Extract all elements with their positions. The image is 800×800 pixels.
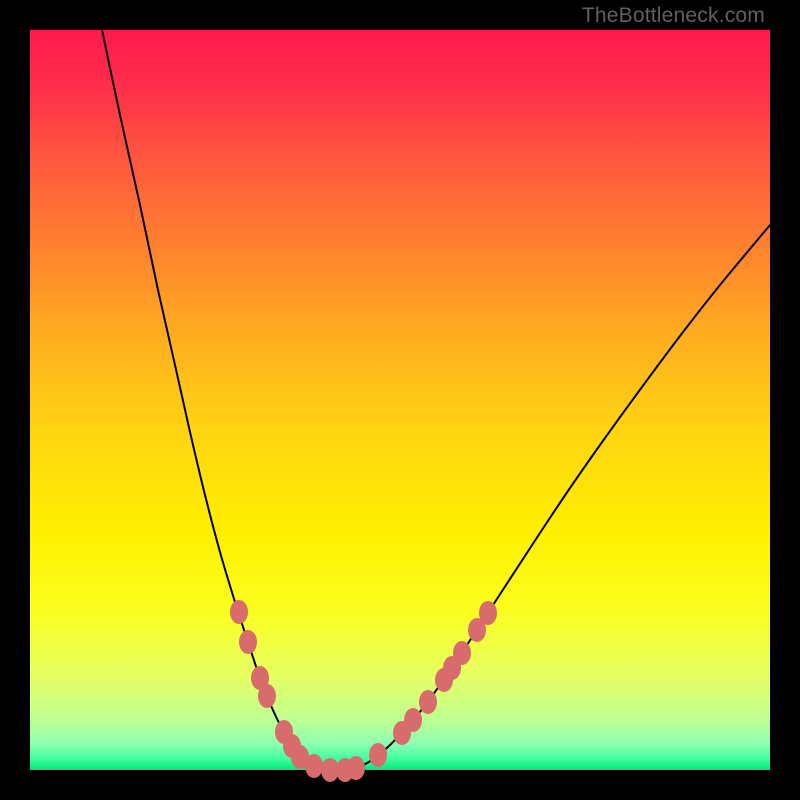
curve-layer <box>30 30 770 770</box>
curve-marker <box>239 630 257 654</box>
curve-marker <box>369 743 387 767</box>
plot-area <box>30 30 770 770</box>
watermark-text: TheBottleneck.com <box>582 4 765 28</box>
curve-marker <box>347 756 365 780</box>
curve-marker <box>453 641 471 665</box>
v-curve <box>102 30 770 770</box>
curve-marker <box>230 600 248 624</box>
marker-group <box>230 600 497 782</box>
curve-marker <box>404 708 422 732</box>
curve-marker <box>258 684 276 708</box>
curve-marker <box>479 601 497 625</box>
curve-marker <box>419 690 437 714</box>
curve-marker <box>305 754 323 778</box>
